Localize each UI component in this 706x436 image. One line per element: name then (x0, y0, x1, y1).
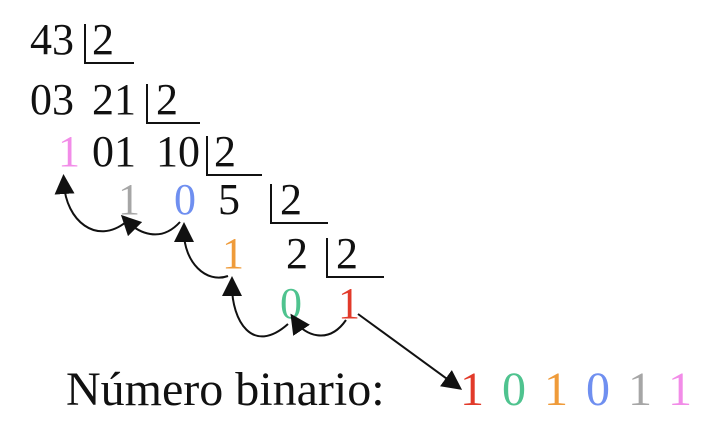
remainder-line-03: 03 (30, 75, 74, 124)
dividend-2: 2 (286, 229, 308, 278)
partial-01: 01 (92, 127, 136, 176)
division-bracket-1-horizontal (84, 62, 134, 64)
division-bracket-4-vertical (270, 184, 272, 222)
division-bracket-3-horizontal (206, 174, 262, 176)
final-quotient-red: 1 (338, 279, 360, 328)
division-bracket-5-horizontal (326, 276, 384, 278)
remainder-bit-gray: 1 (118, 175, 140, 224)
divisor-3: 2 (214, 127, 236, 176)
division-bracket-1-vertical (84, 24, 86, 62)
division-bracket-2-horizontal (146, 122, 200, 124)
divisor-4: 2 (280, 175, 302, 224)
divisor-2: 2 (156, 75, 178, 124)
result-bit-4-blue: 0 (586, 363, 610, 416)
result-bit-5-gray: 1 (628, 363, 652, 416)
remainder-bit-green: 0 (280, 279, 302, 328)
remainder-bit-blue: 0 (174, 175, 196, 224)
division-bracket-3-vertical (206, 136, 208, 174)
result-bit-1-red: 1 (460, 363, 484, 416)
result-bit-3-orange: 1 (544, 363, 568, 416)
remainder-bit-1-pink: 1 (58, 127, 80, 176)
dividend-5: 5 (218, 175, 240, 224)
arrow-gray-to-pink (54, 174, 127, 233)
division-bracket-2-vertical (146, 84, 148, 122)
division-bracket-4-horizontal (270, 222, 328, 224)
division-bracket-5-vertical (326, 238, 328, 276)
dividend-21: 21 (92, 75, 136, 124)
binary-number-label: Número binario: (66, 363, 385, 416)
dividend-10: 10 (156, 127, 200, 176)
divisor-5: 2 (336, 229, 358, 278)
remainder-bit-orange: 1 (222, 229, 244, 278)
result-bit-6-pink: 1 (668, 363, 692, 416)
dividend-43: 43 (30, 15, 74, 64)
divisor-1: 2 (92, 15, 114, 64)
result-bit-2-green: 0 (502, 363, 526, 416)
